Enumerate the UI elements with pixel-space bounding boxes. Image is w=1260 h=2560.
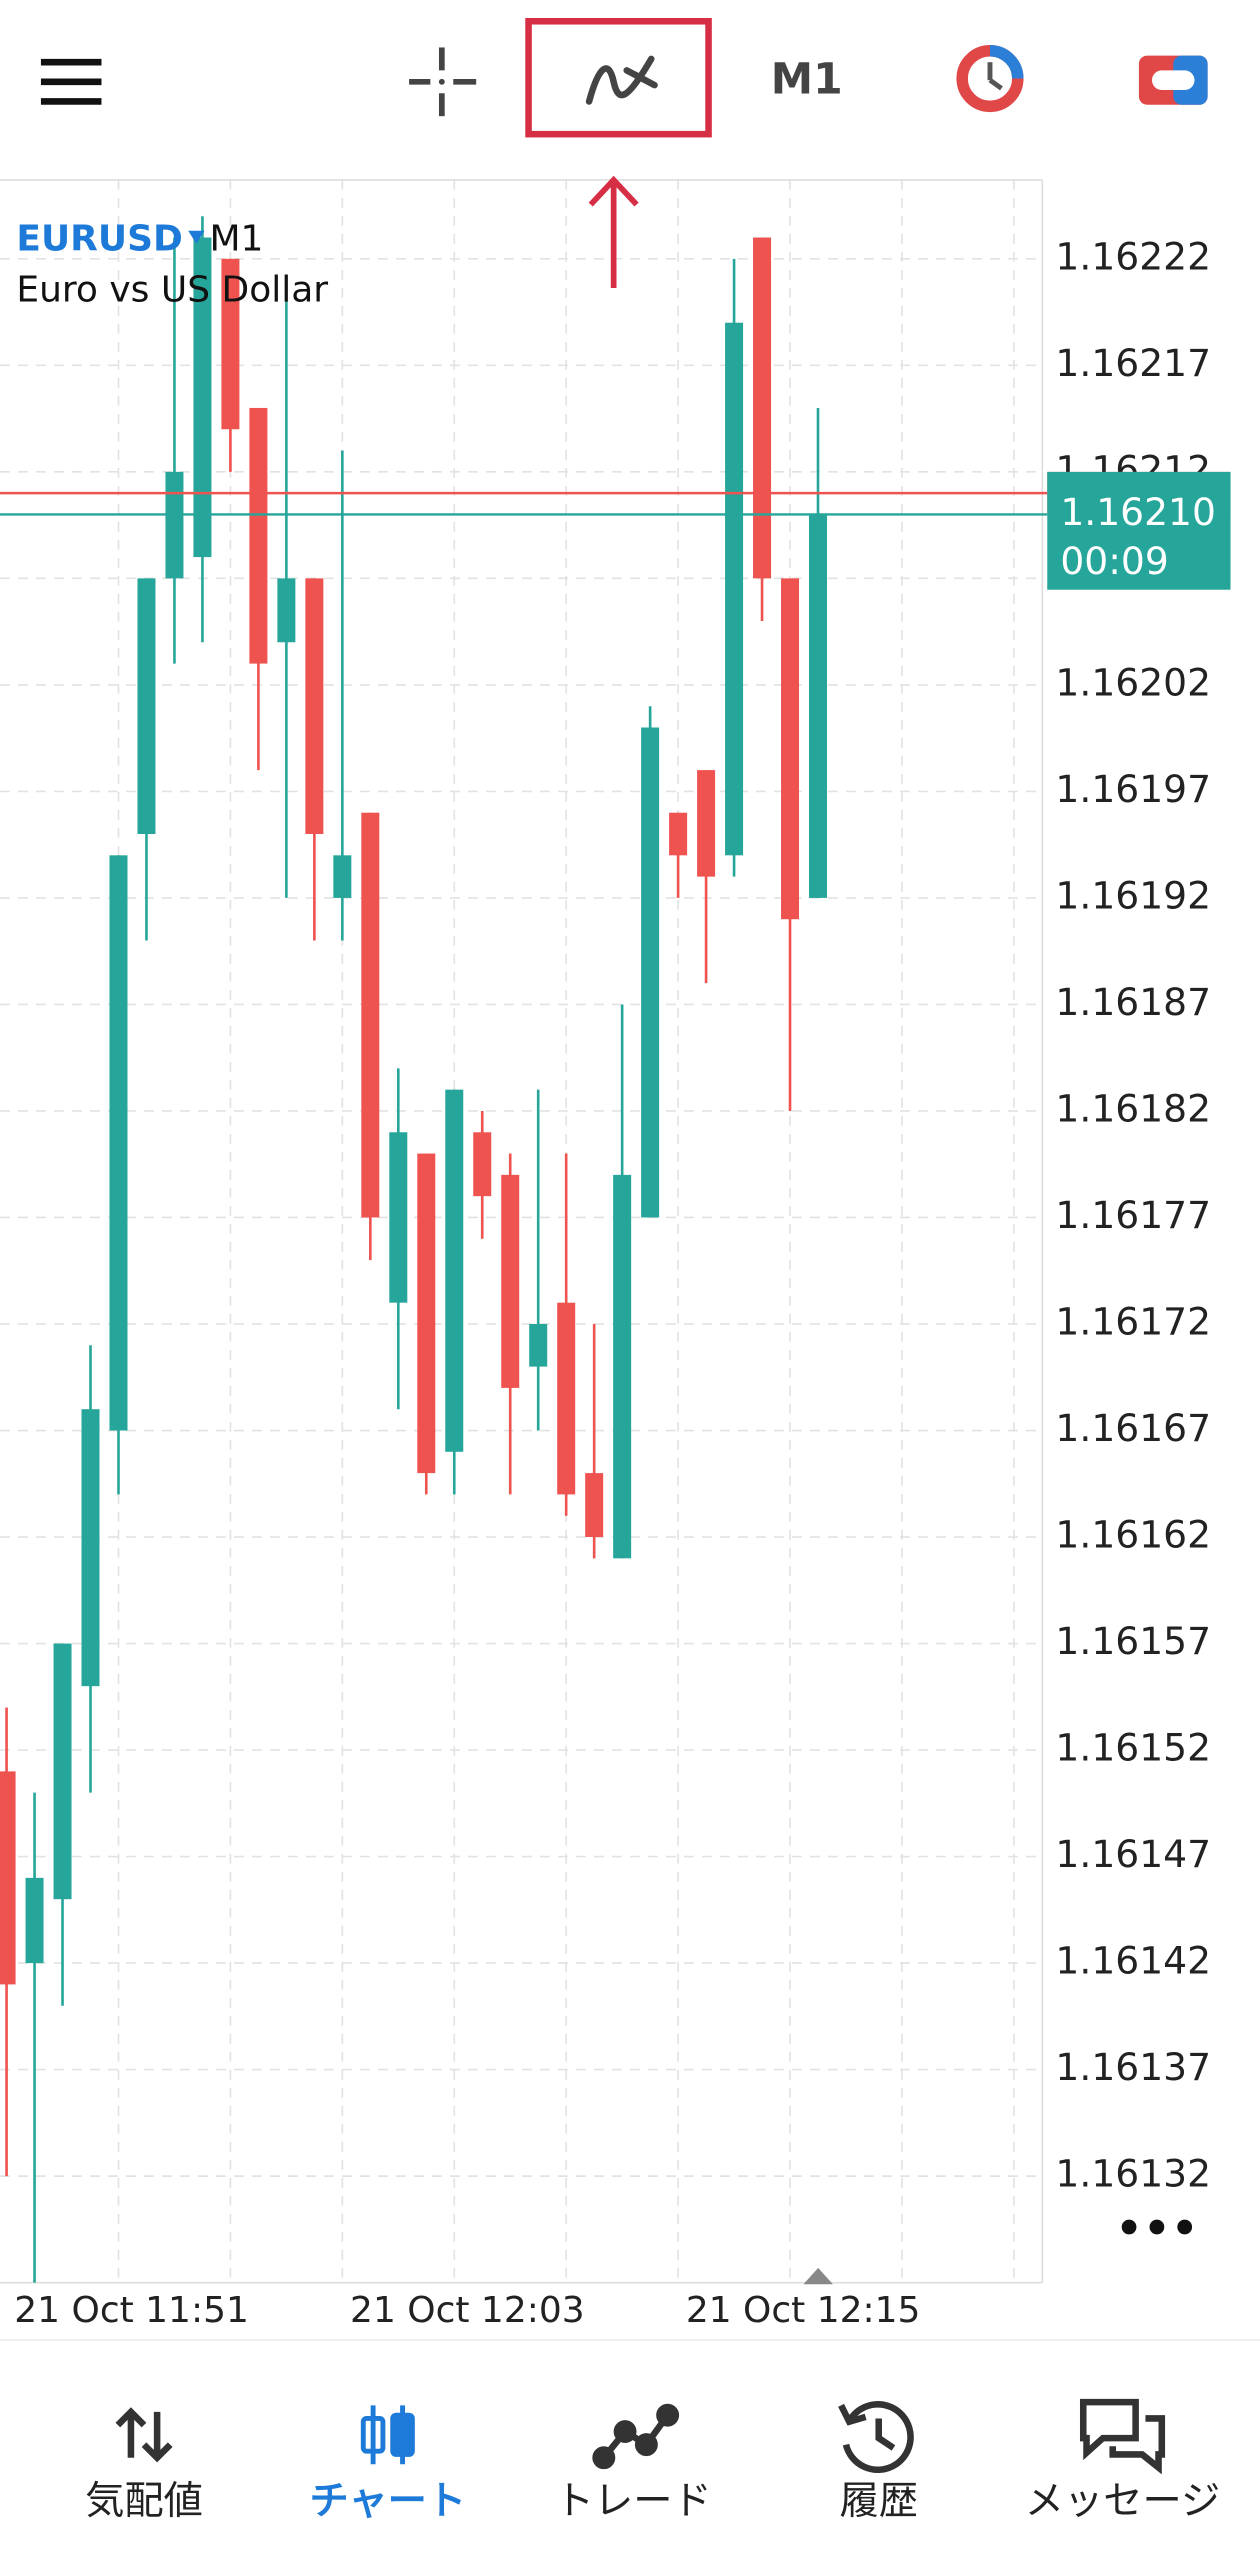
candle-body — [165, 471, 184, 579]
candle-body — [361, 812, 380, 1218]
menu-button[interactable] — [40, 58, 102, 105]
symbol-description: Euro vs US Dollar — [16, 269, 328, 310]
y-tick-label: 1.16202 — [1055, 660, 1211, 704]
y-tick-label: 1.16142 — [1055, 1939, 1211, 1983]
x-tick-label: 21 Oct 12:15 — [686, 2290, 921, 2331]
candle-body — [137, 578, 156, 835]
candle-body — [417, 1153, 436, 1474]
y-tick-label: 1.16147 — [1055, 1832, 1211, 1876]
y-tick-label: 1.16132 — [1055, 2152, 1211, 2196]
more-button[interactable] — [1121, 2219, 1193, 2235]
bottom-nav: 気配値 チャート トレード 履歴 メッセージ — [0, 2339, 1260, 2560]
y-tick-label: 1.16187 — [1055, 980, 1211, 1024]
symbol[interactable]: EURUSD — [16, 219, 183, 260]
candle-body — [781, 578, 800, 920]
candle-body — [25, 1877, 44, 1964]
annotation-arrow — [588, 175, 639, 288]
candle-body — [473, 1132, 492, 1197]
quotes-icon[interactable] — [115, 2407, 173, 2463]
candle-body — [501, 1174, 520, 1388]
bid-label-box — [1047, 471, 1231, 590]
candle-body — [557, 1302, 576, 1495]
y-tick-label: 1.16162 — [1055, 1513, 1211, 1557]
y-tick-label: 1.16217 — [1055, 341, 1211, 385]
x-tick-label: 21 Oct 11:51 — [14, 2290, 249, 2331]
clock-button[interactable] — [956, 44, 1024, 113]
y-tick-label: 1.16137 — [1055, 2045, 1211, 2089]
candle-body — [585, 1473, 604, 1538]
nav-label[interactable]: 気配値 — [85, 2479, 203, 2524]
y-tick-label: 1.16157 — [1055, 1619, 1211, 1663]
symbol-dropdown[interactable] — [188, 230, 205, 244]
candle-body — [389, 1132, 408, 1303]
candle-body — [53, 1643, 72, 1900]
crosshair-button[interactable] — [409, 47, 477, 117]
indicator-button[interactable] — [585, 55, 658, 105]
countdown: 00:09 — [1060, 539, 1168, 583]
candle-body — [221, 258, 240, 430]
candle-body — [697, 770, 716, 877]
candle-body — [81, 1409, 100, 1687]
scroll-marker[interactable] — [803, 2267, 833, 2285]
highlight-box — [525, 17, 712, 138]
y-tick-label: 1.16152 — [1055, 1726, 1211, 1770]
chart-timeframe: M1 — [209, 219, 263, 260]
candle-body — [193, 237, 212, 558]
y-tick-label: 1.16167 — [1055, 1406, 1211, 1450]
candle-body — [445, 1089, 464, 1452]
candle-body — [277, 578, 296, 643]
y-tick-label: 1.16197 — [1055, 767, 1211, 811]
candle-body — [613, 1174, 632, 1559]
nav-label[interactable]: チャート — [309, 2479, 466, 2524]
y-tick-label: 1.16172 — [1055, 1299, 1211, 1343]
chart: 1.162221.162171.162121.162071.162021.161… — [0, 179, 1231, 2331]
bid-label: 1.16210 — [1060, 490, 1216, 534]
candle-body — [333, 855, 352, 898]
candle-body — [669, 812, 688, 856]
candle-body — [529, 1323, 548, 1367]
y-tick-label: 1.16192 — [1055, 873, 1211, 917]
x-tick-label: 21 Oct 12:03 — [350, 2290, 585, 2331]
candle-body — [809, 514, 828, 898]
messages-icon[interactable] — [1079, 2398, 1166, 2475]
y-tick-label: 1.16222 — [1055, 234, 1211, 278]
trade-icon[interactable] — [592, 2403, 680, 2470]
top-bar: M1 — [40, 17, 1208, 288]
candle-body — [753, 237, 772, 579]
nav-label[interactable]: 履歴 — [839, 2479, 918, 2524]
candle-body — [109, 855, 128, 1431]
trade-button[interactable] — [1138, 55, 1208, 105]
y-tick-label: 1.16177 — [1055, 1193, 1211, 1237]
nav-label[interactable]: メッセージ — [1025, 2479, 1221, 2524]
nav-label[interactable]: トレード — [555, 2479, 712, 2524]
candle-body — [305, 578, 324, 835]
candle-body — [0, 1771, 16, 1985]
timeframe-button[interactable]: M1 — [771, 55, 843, 104]
candle-body — [725, 322, 744, 856]
chart-icon[interactable] — [360, 2405, 415, 2465]
y-tick-label: 1.16182 — [1055, 1086, 1211, 1130]
candle-body — [641, 727, 660, 1218]
history-icon[interactable] — [838, 2401, 914, 2474]
candle-body — [249, 407, 268, 664]
